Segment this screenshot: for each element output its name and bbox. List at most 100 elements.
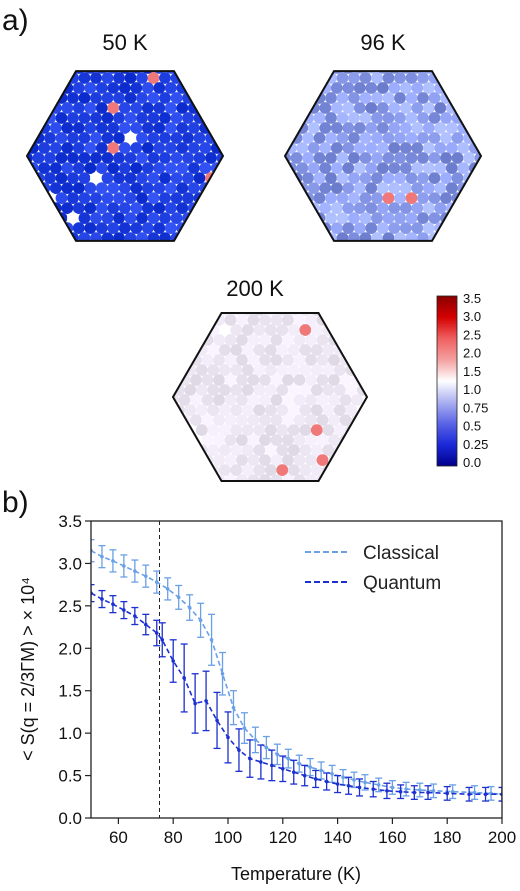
map-cell bbox=[474, 72, 481, 84]
map-cell bbox=[356, 364, 367, 376]
map-cell bbox=[118, 202, 131, 215]
map-cell bbox=[264, 312, 277, 316]
map-cell bbox=[55, 72, 68, 84]
data-point bbox=[171, 659, 175, 663]
map-cell bbox=[351, 394, 363, 406]
map-title-50k: 50 K bbox=[102, 30, 148, 55]
map-cell bbox=[130, 242, 142, 254]
map-cell bbox=[463, 232, 475, 241]
map-cell bbox=[113, 152, 125, 164]
map-cell bbox=[199, 222, 212, 235]
map-cell bbox=[241, 404, 254, 416]
data-point bbox=[198, 618, 203, 623]
map-cell bbox=[173, 334, 179, 346]
map-cell bbox=[216, 72, 223, 84]
map-cell bbox=[173, 434, 179, 447]
data-point bbox=[154, 580, 159, 584]
map-cell bbox=[319, 142, 332, 154]
map-cell bbox=[276, 344, 289, 356]
map-cell bbox=[178, 394, 191, 406]
data-point bbox=[209, 638, 214, 642]
map-cell bbox=[451, 72, 464, 84]
map-cell bbox=[290, 152, 303, 164]
data-point bbox=[242, 726, 247, 730]
map-cell bbox=[173, 454, 179, 467]
map-cell bbox=[84, 222, 97, 235]
panel-label-a: a) bbox=[2, 4, 29, 37]
map-cell bbox=[259, 354, 271, 366]
map-cell bbox=[452, 52, 464, 64]
map-cell bbox=[201, 314, 214, 326]
map-cell bbox=[316, 374, 329, 386]
map-cell bbox=[313, 132, 326, 144]
map-cell bbox=[276, 424, 289, 436]
map-cell bbox=[218, 424, 231, 436]
map-cell bbox=[213, 334, 225, 346]
map-cell bbox=[382, 212, 395, 225]
map-cell bbox=[118, 162, 131, 175]
map-cell bbox=[359, 172, 372, 185]
map-cell bbox=[336, 112, 349, 124]
y-tick-label: 3.5 bbox=[58, 512, 82, 531]
map-cell bbox=[230, 484, 242, 496]
map-cell bbox=[356, 464, 367, 477]
map-cell bbox=[376, 222, 389, 235]
map-cell bbox=[429, 52, 441, 64]
map-cell bbox=[178, 454, 191, 466]
map-cell bbox=[417, 172, 429, 185]
map-cell bbox=[376, 71, 389, 74]
map-cell bbox=[130, 82, 143, 94]
map-cell bbox=[299, 344, 312, 356]
map-cell bbox=[182, 232, 194, 241]
map-cell bbox=[253, 404, 266, 416]
map-cell bbox=[78, 132, 91, 144]
map-cell bbox=[468, 202, 481, 215]
map-cell bbox=[222, 242, 234, 254]
map-cell bbox=[445, 182, 458, 195]
map-cell bbox=[296, 142, 309, 154]
map-cell bbox=[293, 374, 306, 386]
map-cell bbox=[468, 82, 481, 94]
data-point bbox=[215, 718, 219, 723]
map-cell bbox=[101, 192, 114, 205]
map-cell bbox=[199, 102, 212, 114]
data-point bbox=[122, 564, 126, 568]
map-cell bbox=[342, 102, 355, 114]
map-cell bbox=[95, 122, 108, 134]
map-cell bbox=[187, 71, 200, 74]
map-cell bbox=[27, 71, 39, 74]
map-cell bbox=[480, 71, 481, 74]
map-cell bbox=[264, 344, 277, 356]
chart-area: 0.0 0.5 1.0 1.5 2.0 2.5 3.0 3.5 60 80 100 120 140 16… bbox=[18, 512, 516, 884]
map-cell bbox=[399, 162, 412, 175]
map-cell bbox=[184, 344, 197, 356]
map-cell bbox=[322, 364, 335, 376]
map-cell bbox=[72, 122, 85, 134]
map-cell bbox=[422, 82, 435, 94]
map-cell bbox=[279, 52, 291, 64]
data-point bbox=[165, 587, 170, 591]
map-cell bbox=[287, 464, 300, 476]
map-cell bbox=[285, 182, 297, 195]
data-point bbox=[253, 738, 258, 742]
map-cell bbox=[342, 242, 354, 254]
map-cell bbox=[394, 132, 406, 144]
map-cell bbox=[353, 71, 366, 74]
map-cell bbox=[356, 324, 367, 336]
map-cell bbox=[394, 152, 406, 164]
map-cell bbox=[173, 444, 185, 457]
map-cell bbox=[153, 71, 166, 74]
map-cell bbox=[285, 122, 297, 134]
map-cell bbox=[296, 202, 309, 215]
map-cell bbox=[310, 404, 323, 416]
map-cell bbox=[339, 454, 352, 466]
map-cell bbox=[78, 112, 91, 124]
map-cell bbox=[176, 202, 189, 215]
data-point bbox=[231, 705, 236, 710]
map-cell bbox=[44, 232, 56, 241]
data-point bbox=[237, 748, 241, 752]
map-cell bbox=[428, 92, 441, 104]
map-cell bbox=[259, 394, 271, 406]
map-cell bbox=[218, 404, 231, 416]
